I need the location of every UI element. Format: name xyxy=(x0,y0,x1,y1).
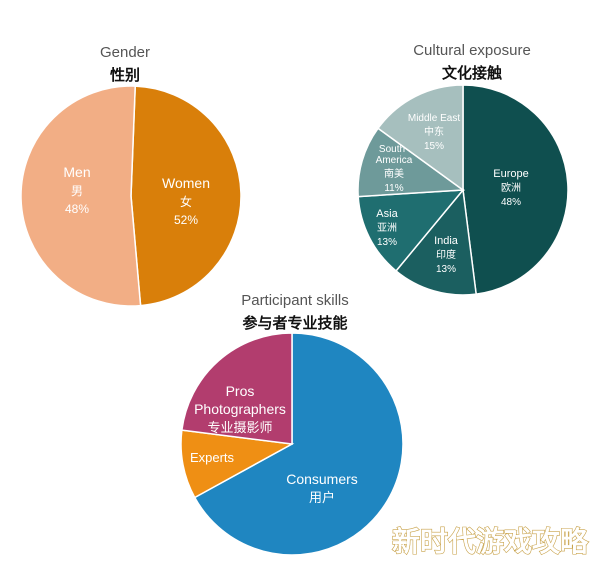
skills-chart: Participant skills 参与者专业技能 Pros Photogra… xyxy=(180,292,404,556)
slice-label-consumers-cn: 用户 xyxy=(309,490,335,505)
slice-pct-europe: 48% xyxy=(501,197,521,208)
skills-subtitle: 参与者专业技能 xyxy=(242,314,347,332)
cultural-pie xyxy=(357,84,569,296)
slice-label-men-cn: 男 xyxy=(71,184,83,198)
slice-label-south-america-cn: 南美 xyxy=(384,167,404,180)
slice-label-south-america-line1: South xyxy=(379,144,405,155)
slice-label-pros-cn: 专业摄影师 xyxy=(207,420,272,435)
slice-pct-men: 48% xyxy=(65,202,89,216)
pie-slice-middle-east xyxy=(377,84,464,192)
slice-label-asia-cn: 亚洲 xyxy=(377,222,397,234)
gender-pie xyxy=(20,85,242,307)
pie-slice-india xyxy=(395,188,477,296)
slice-label-asia: Asia xyxy=(376,208,398,220)
watermark-text: 新时代游戏攻略 xyxy=(392,525,589,558)
slice-label-photographers: Photographers xyxy=(194,401,286,417)
slice-label-experts: Experts xyxy=(190,450,235,465)
cultural-subtitle: 文化接触 xyxy=(442,64,502,82)
pie-slice-europe xyxy=(462,84,569,296)
gender-chart: Gender 性别 Men 男 48% Women 女 52% xyxy=(20,44,242,307)
slice-pct-south-america: 11% xyxy=(384,183,403,194)
slice-label-europe: Europe xyxy=(493,168,528,180)
cultural-chart: Cultural exposure 文化接触 Europe 欧洲 48% Ind… xyxy=(357,42,569,296)
slice-pct-middle-east: 15% xyxy=(424,141,444,152)
slice-pct-asia: 13% xyxy=(377,237,397,248)
slice-pct-women: 52% xyxy=(174,213,198,227)
pie-slice-men xyxy=(130,85,242,307)
slice-label-women-cn: 女 xyxy=(180,194,192,209)
slice-pct-india: 13% xyxy=(436,264,456,275)
pie-slice-consumers xyxy=(193,332,404,556)
pie-slice-asia xyxy=(357,189,465,272)
skills-title: Participant skills xyxy=(241,292,349,309)
cultural-title: Cultural exposure xyxy=(413,42,531,59)
slice-label-india: India xyxy=(434,235,459,247)
slice-label-india-cn: 印度 xyxy=(436,248,456,261)
gender-subtitle: 性别 xyxy=(110,66,140,84)
slice-label-south-america-line2: America xyxy=(376,155,413,166)
slice-label-women: Women xyxy=(162,175,210,191)
slice-label-pros: Pros xyxy=(226,383,255,399)
pie-slice-women xyxy=(20,85,142,307)
slice-label-middle-east: Middle East xyxy=(408,113,460,124)
pie-slice-pros-photographers xyxy=(181,332,293,445)
slice-label-middle-east-cn: 中东 xyxy=(424,125,444,138)
gender-title: Gender xyxy=(100,44,150,61)
slice-label-europe-cn: 欧洲 xyxy=(501,182,521,194)
skills-pie xyxy=(180,332,404,556)
pie-slice-south-america xyxy=(357,127,466,198)
slice-label-men: Men xyxy=(63,164,90,180)
slice-label-consumers: Consumers xyxy=(286,471,358,487)
